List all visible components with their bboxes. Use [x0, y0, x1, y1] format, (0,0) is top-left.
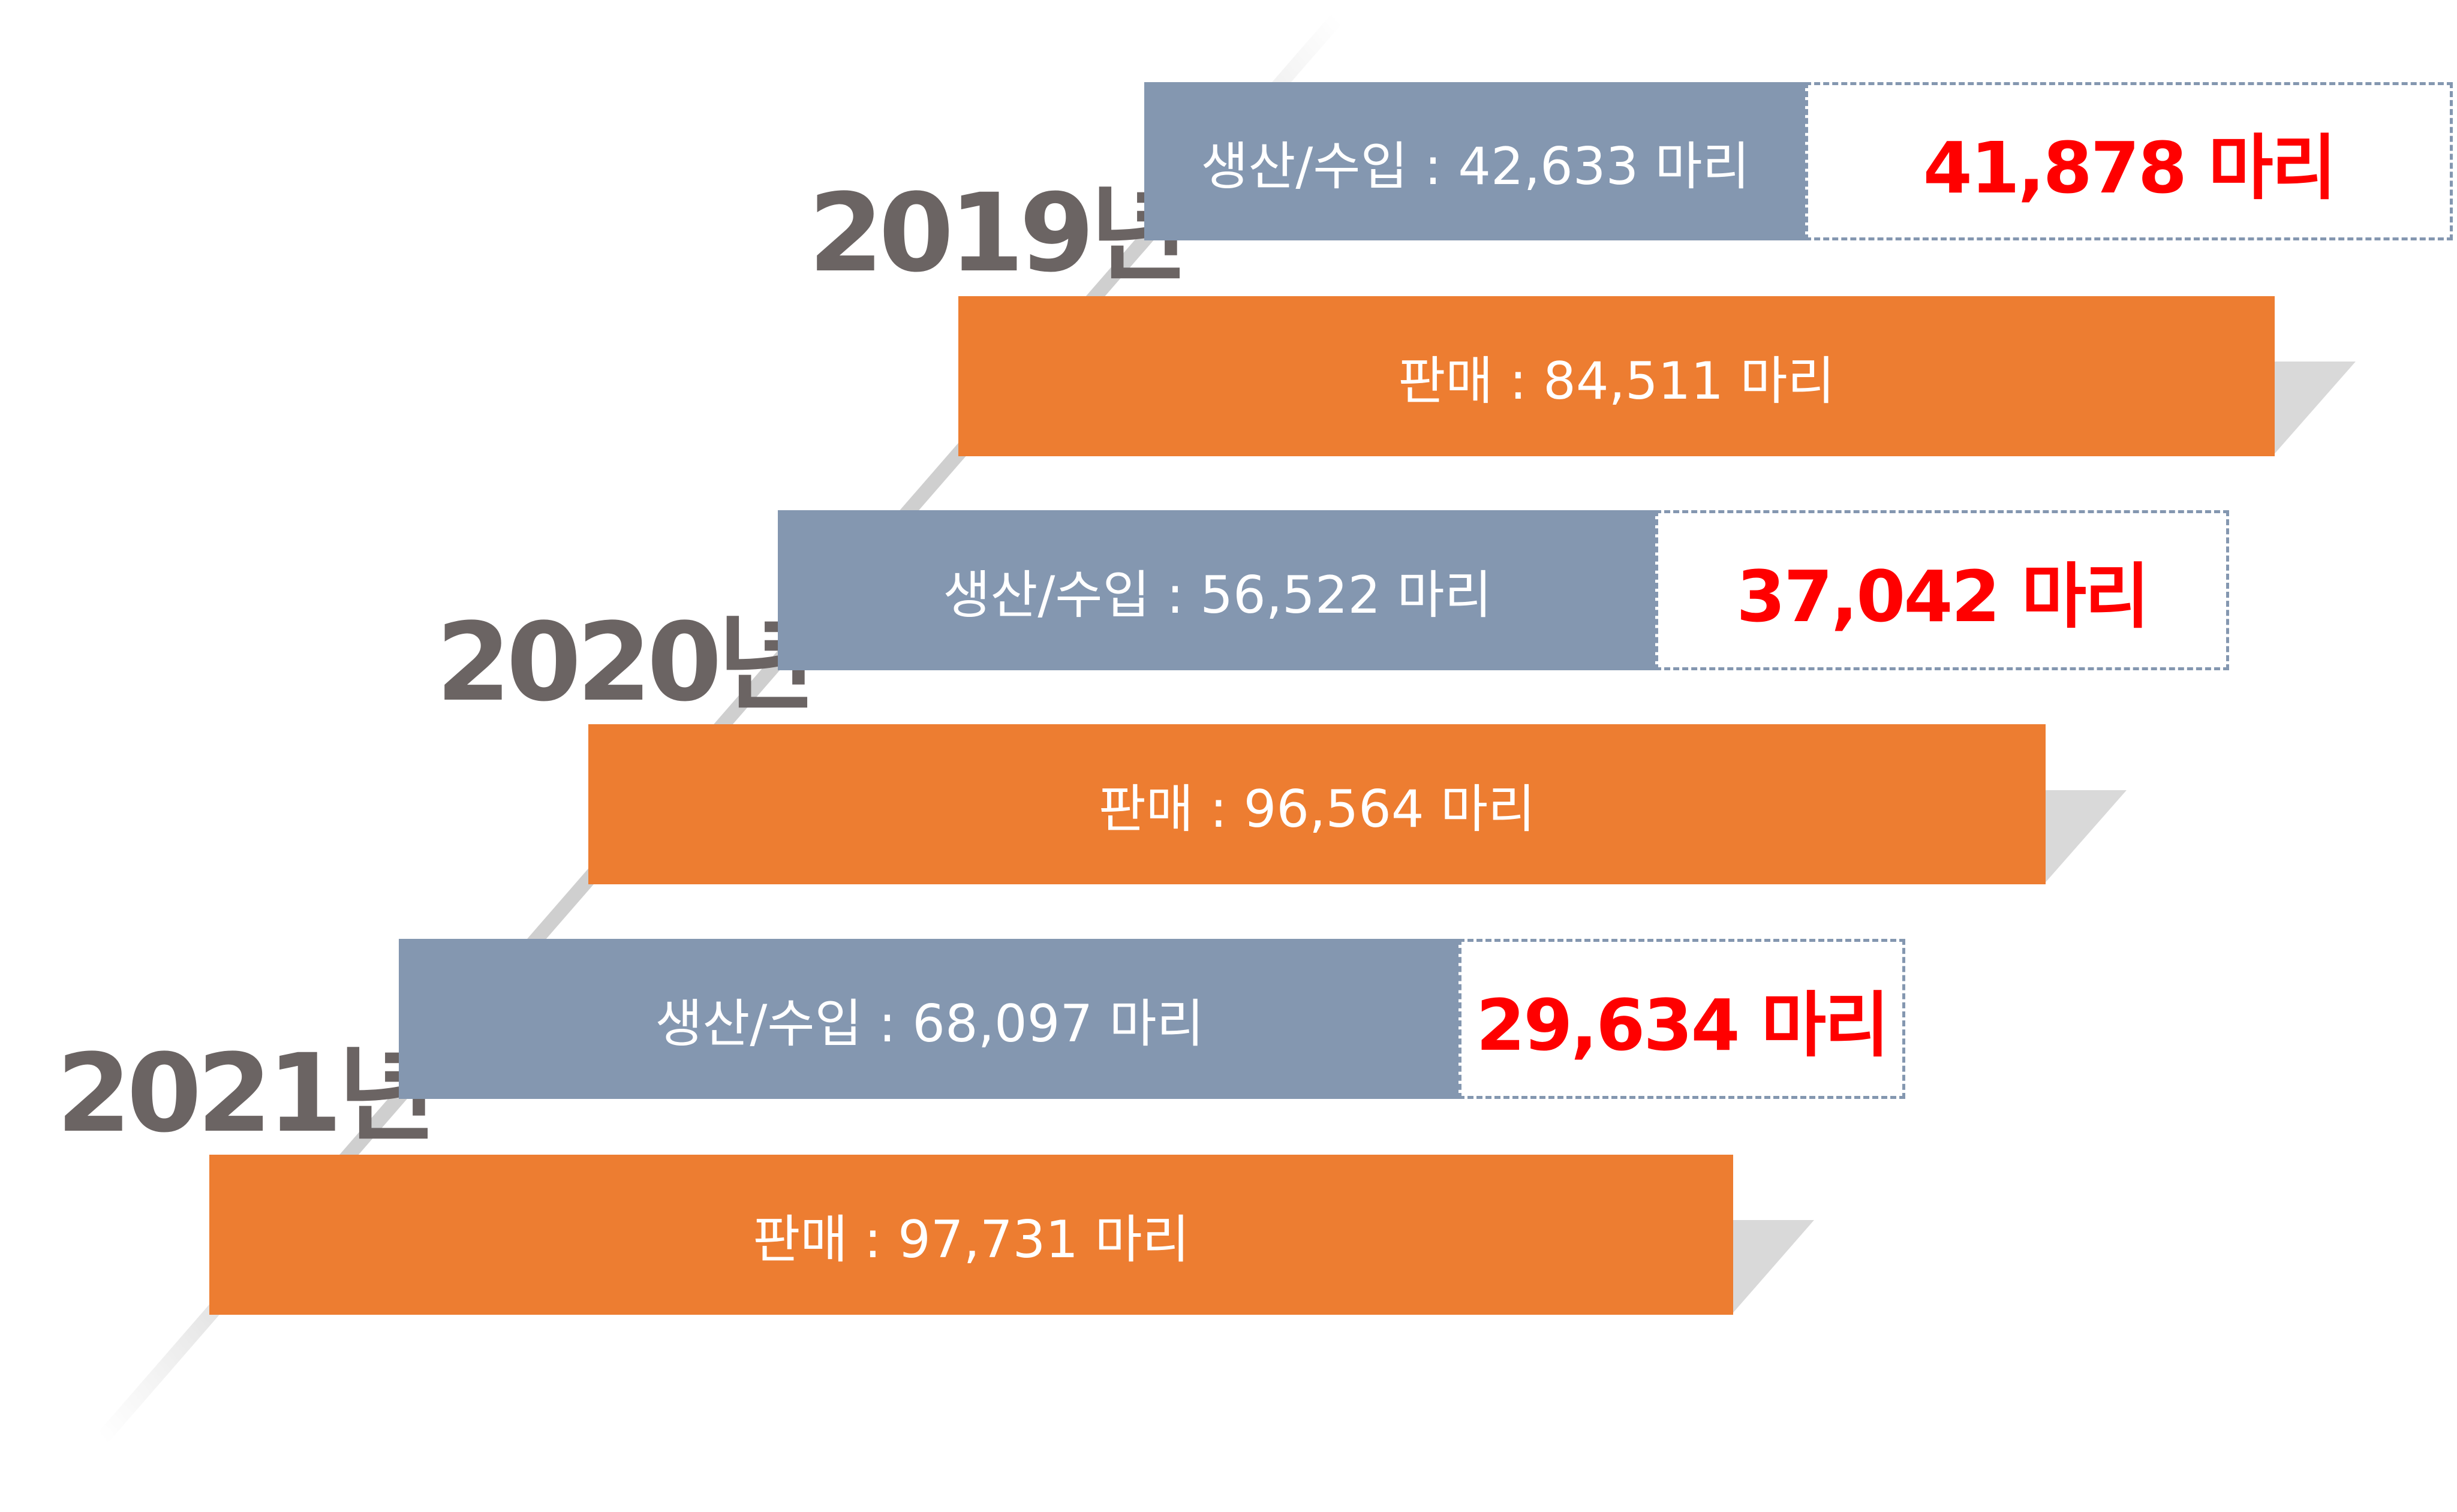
difference-box-2021: 29,634 마리 [1458, 939, 1905, 1099]
bar-shadow [2044, 790, 2127, 884]
sales-bar-2019: 판매 : 84,511 마리 [958, 296, 2275, 456]
production-bar-2019: 생산/수입 : 42,633 마리 [1144, 82, 1806, 240]
difference-box-2020: 37,042 마리 [1655, 510, 2229, 670]
bar-shadow [1731, 1220, 1814, 1315]
sales-bar-2021: 판매 : 97,731 마리 [209, 1155, 1733, 1315]
production-bar-2020: 생산/수입 : 56,522 마리 [778, 510, 1657, 670]
bar-shadow [2273, 362, 2356, 456]
year-label-2021: 2021년 [56, 1031, 437, 1156]
year-label-2019: 2019년 [808, 171, 1189, 296]
production-bar-2021: 생산/수입 : 68,097 마리 [399, 939, 1460, 1099]
year-label-2020: 2020년 [436, 600, 817, 725]
sales-bar-2020: 판매 : 96,564 마리 [588, 724, 2046, 884]
difference-box-2019: 41,878 마리 [1805, 82, 2453, 240]
